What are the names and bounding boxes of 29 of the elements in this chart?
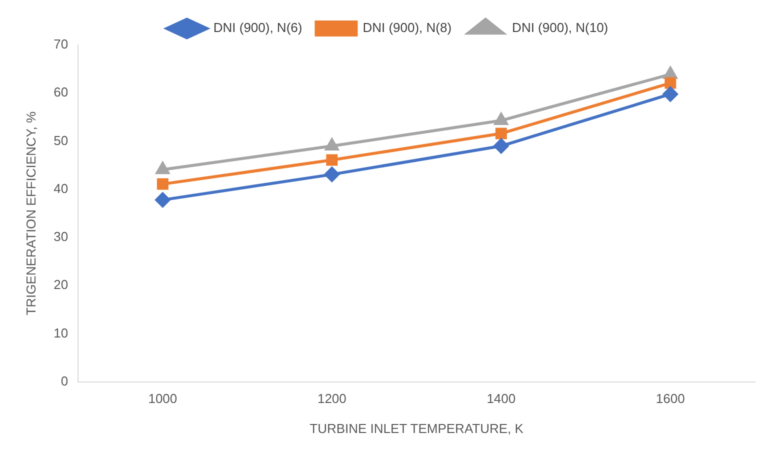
point [494,113,508,126]
x-tick-label: 1600 [656,391,685,406]
y-tick-label: 0 [60,373,68,388]
legend-label: DNI (900), N(10) [512,20,608,36]
point [664,77,676,89]
x-tick-label: 1000 [148,391,178,406]
point [156,162,170,174]
point [325,138,339,151]
point [494,138,509,154]
y-axis-title: TRIGENERATION EFFICIENCY, % [23,110,38,316]
y-tick-label: 40 [54,180,68,196]
legend-label: DNI (900), N(8) [362,20,452,36]
y-tick-label: 30 [54,229,68,244]
x-tick-label: 1400 [486,391,516,406]
y-tick-label: 20 [54,277,68,292]
point [155,192,170,208]
point [662,86,678,102]
legend-label: DNI (900), N(6) [213,20,302,36]
point [495,128,507,140]
x-tick-label: 1200 [317,391,346,406]
point [156,178,168,190]
y-tick-label: 70 [54,36,68,52]
x-axis-title: TURBINE INLET TEMPERATURE, K [310,420,524,436]
y-tick-label: 10 [54,325,68,340]
point [326,154,338,166]
point [664,66,678,79]
y-tick-label: 50 [54,132,68,148]
point [324,166,340,182]
y-tick-label: 60 [54,84,68,100]
